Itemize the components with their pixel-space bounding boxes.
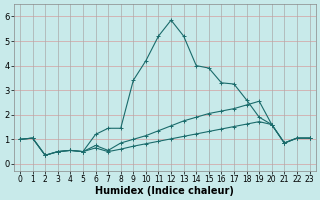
X-axis label: Humidex (Indice chaleur): Humidex (Indice chaleur) bbox=[95, 186, 234, 196]
